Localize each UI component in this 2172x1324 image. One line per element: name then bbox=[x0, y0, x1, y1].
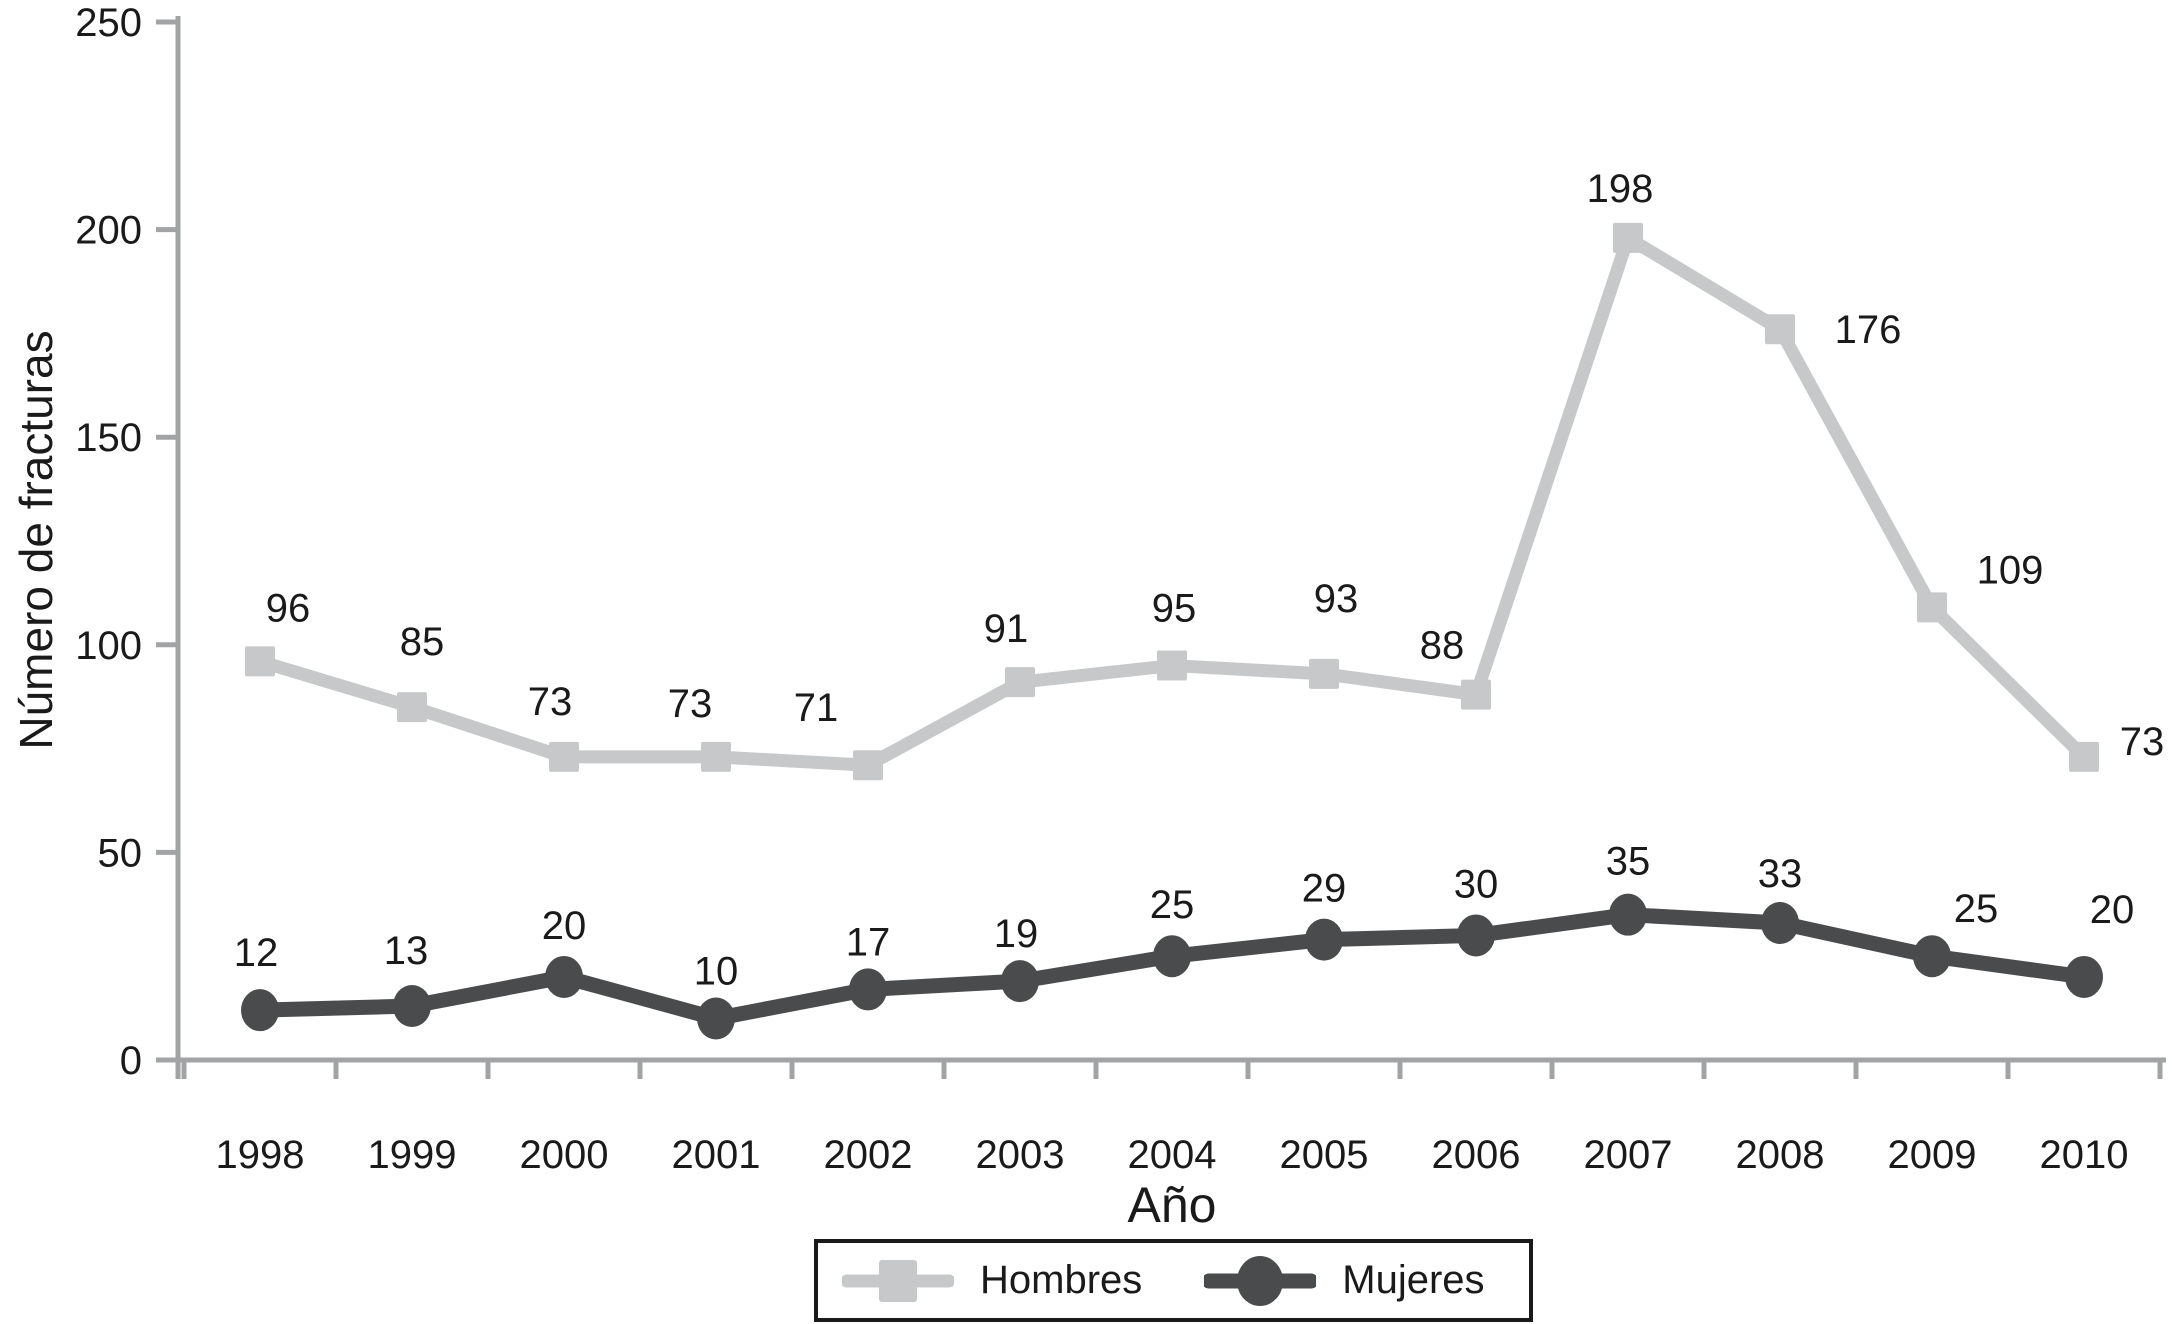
data-label-mujeres: 10 bbox=[694, 949, 739, 993]
legend-item-hombres: Hombres bbox=[842, 1251, 1142, 1311]
data-label-mujeres: 19 bbox=[994, 912, 1039, 956]
marker-hombres bbox=[1005, 667, 1035, 698]
x-tick-label: 2001 bbox=[672, 1133, 761, 1177]
x-axis-title: Año bbox=[1127, 1177, 1217, 1233]
marker-hombres bbox=[1917, 592, 1947, 623]
x-tick-label: 2010 bbox=[2040, 1133, 2129, 1177]
data-label-mujeres: 13 bbox=[384, 929, 429, 973]
x-tick-label: 1998 bbox=[216, 1133, 305, 1177]
marker-mujeres bbox=[1305, 918, 1343, 961]
marker-mujeres bbox=[1913, 935, 1951, 978]
hombres-swatch-square bbox=[879, 1259, 917, 1302]
data-label-hombres: 73 bbox=[668, 682, 713, 726]
data-label-mujeres: 25 bbox=[1150, 883, 1195, 927]
data-label-mujeres: 29 bbox=[1302, 867, 1347, 911]
data-label-hombres: 198 bbox=[1587, 167, 1654, 211]
marker-hombres bbox=[1157, 650, 1187, 681]
marker-hombres bbox=[701, 741, 731, 772]
marker-mujeres bbox=[849, 968, 887, 1011]
marker-mujeres bbox=[393, 985, 431, 1028]
x-tick-label: 2006 bbox=[1432, 1133, 1521, 1177]
data-label-mujeres: 12 bbox=[234, 931, 279, 975]
mujeres-swatch-circle bbox=[1237, 1255, 1284, 1306]
marker-mujeres bbox=[2065, 955, 2103, 998]
data-label-hombres: 73 bbox=[528, 680, 573, 724]
marker-hombres bbox=[2069, 741, 2099, 772]
marker-mujeres bbox=[1457, 914, 1495, 957]
y-axis-title: Número de fracturas bbox=[10, 330, 62, 750]
x-tick-label: 2003 bbox=[976, 1133, 1065, 1177]
marker-mujeres bbox=[545, 955, 583, 998]
marker-mujeres bbox=[241, 989, 279, 1032]
marker-mujeres bbox=[1761, 901, 1799, 944]
marker-hombres bbox=[1613, 222, 1643, 253]
data-label-mujeres: 20 bbox=[542, 904, 587, 948]
data-label-hombres: 96 bbox=[266, 586, 311, 630]
mujeres-series-swatch-icon bbox=[1204, 1255, 1317, 1306]
data-label-mujeres: 17 bbox=[846, 920, 891, 964]
marker-hombres bbox=[1765, 314, 1795, 345]
x-tick-label: 2002 bbox=[824, 1133, 913, 1177]
data-label-hombres: 73 bbox=[2120, 720, 2165, 764]
data-label-hombres: 85 bbox=[400, 620, 445, 664]
data-label-mujeres: 25 bbox=[1954, 887, 1999, 931]
marker-hombres bbox=[1461, 679, 1491, 710]
marker-hombres bbox=[245, 646, 275, 677]
data-label-hombres: 91 bbox=[984, 607, 1029, 651]
x-tick-label: 2007 bbox=[1584, 1133, 1673, 1177]
marker-hombres bbox=[1309, 658, 1339, 689]
data-label-hombres: 88 bbox=[1420, 624, 1465, 668]
x-tick-label: 1999 bbox=[368, 1133, 457, 1177]
marker-mujeres bbox=[1001, 960, 1039, 1003]
y-tick-label: 100 bbox=[75, 624, 142, 668]
data-label-hombres: 95 bbox=[1152, 587, 1197, 631]
marker-mujeres bbox=[697, 997, 735, 1040]
data-label-hombres: 109 bbox=[1977, 548, 2044, 592]
y-tick-label: 200 bbox=[75, 209, 142, 253]
x-tick-label: 2000 bbox=[520, 1133, 609, 1177]
legend-label-mujeres: Mujeres bbox=[1342, 1258, 1485, 1302]
data-label-mujeres: 20 bbox=[2090, 888, 2135, 932]
data-label-mujeres: 33 bbox=[1758, 852, 1803, 896]
x-tick-label: 2009 bbox=[1888, 1133, 1977, 1177]
marker-hombres bbox=[549, 741, 579, 772]
data-label-hombres: 176 bbox=[1835, 308, 1902, 352]
x-tick-label: 2004 bbox=[1128, 1133, 1217, 1177]
legend-label-hombres: Hombres bbox=[980, 1258, 1143, 1302]
marker-mujeres bbox=[1153, 935, 1191, 978]
legend: Hombres Mujeres bbox=[814, 1239, 1533, 1322]
marker-hombres bbox=[853, 750, 883, 781]
data-label-mujeres: 35 bbox=[1606, 840, 1651, 884]
data-label-hombres: 93 bbox=[1314, 577, 1359, 621]
marker-hombres bbox=[397, 692, 427, 723]
hombres-series-swatch-icon bbox=[842, 1259, 954, 1302]
y-tick-label: 0 bbox=[120, 1039, 142, 1083]
data-label-mujeres: 30 bbox=[1454, 862, 1499, 906]
data-label-hombres: 71 bbox=[794, 686, 839, 730]
x-tick-label: 2005 bbox=[1280, 1133, 1369, 1177]
y-tick-label: 250 bbox=[75, 1, 142, 45]
x-tick-label: 2008 bbox=[1736, 1133, 1825, 1177]
y-tick-label: 50 bbox=[98, 831, 143, 875]
marker-mujeres bbox=[1609, 893, 1647, 936]
legend-item-mujeres: Mujeres bbox=[1204, 1251, 1485, 1311]
y-tick-label: 150 bbox=[75, 416, 142, 460]
